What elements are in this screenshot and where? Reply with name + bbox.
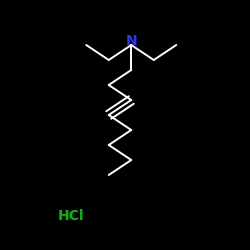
Text: N: N [126,34,137,48]
Text: HCl: HCl [58,209,84,223]
